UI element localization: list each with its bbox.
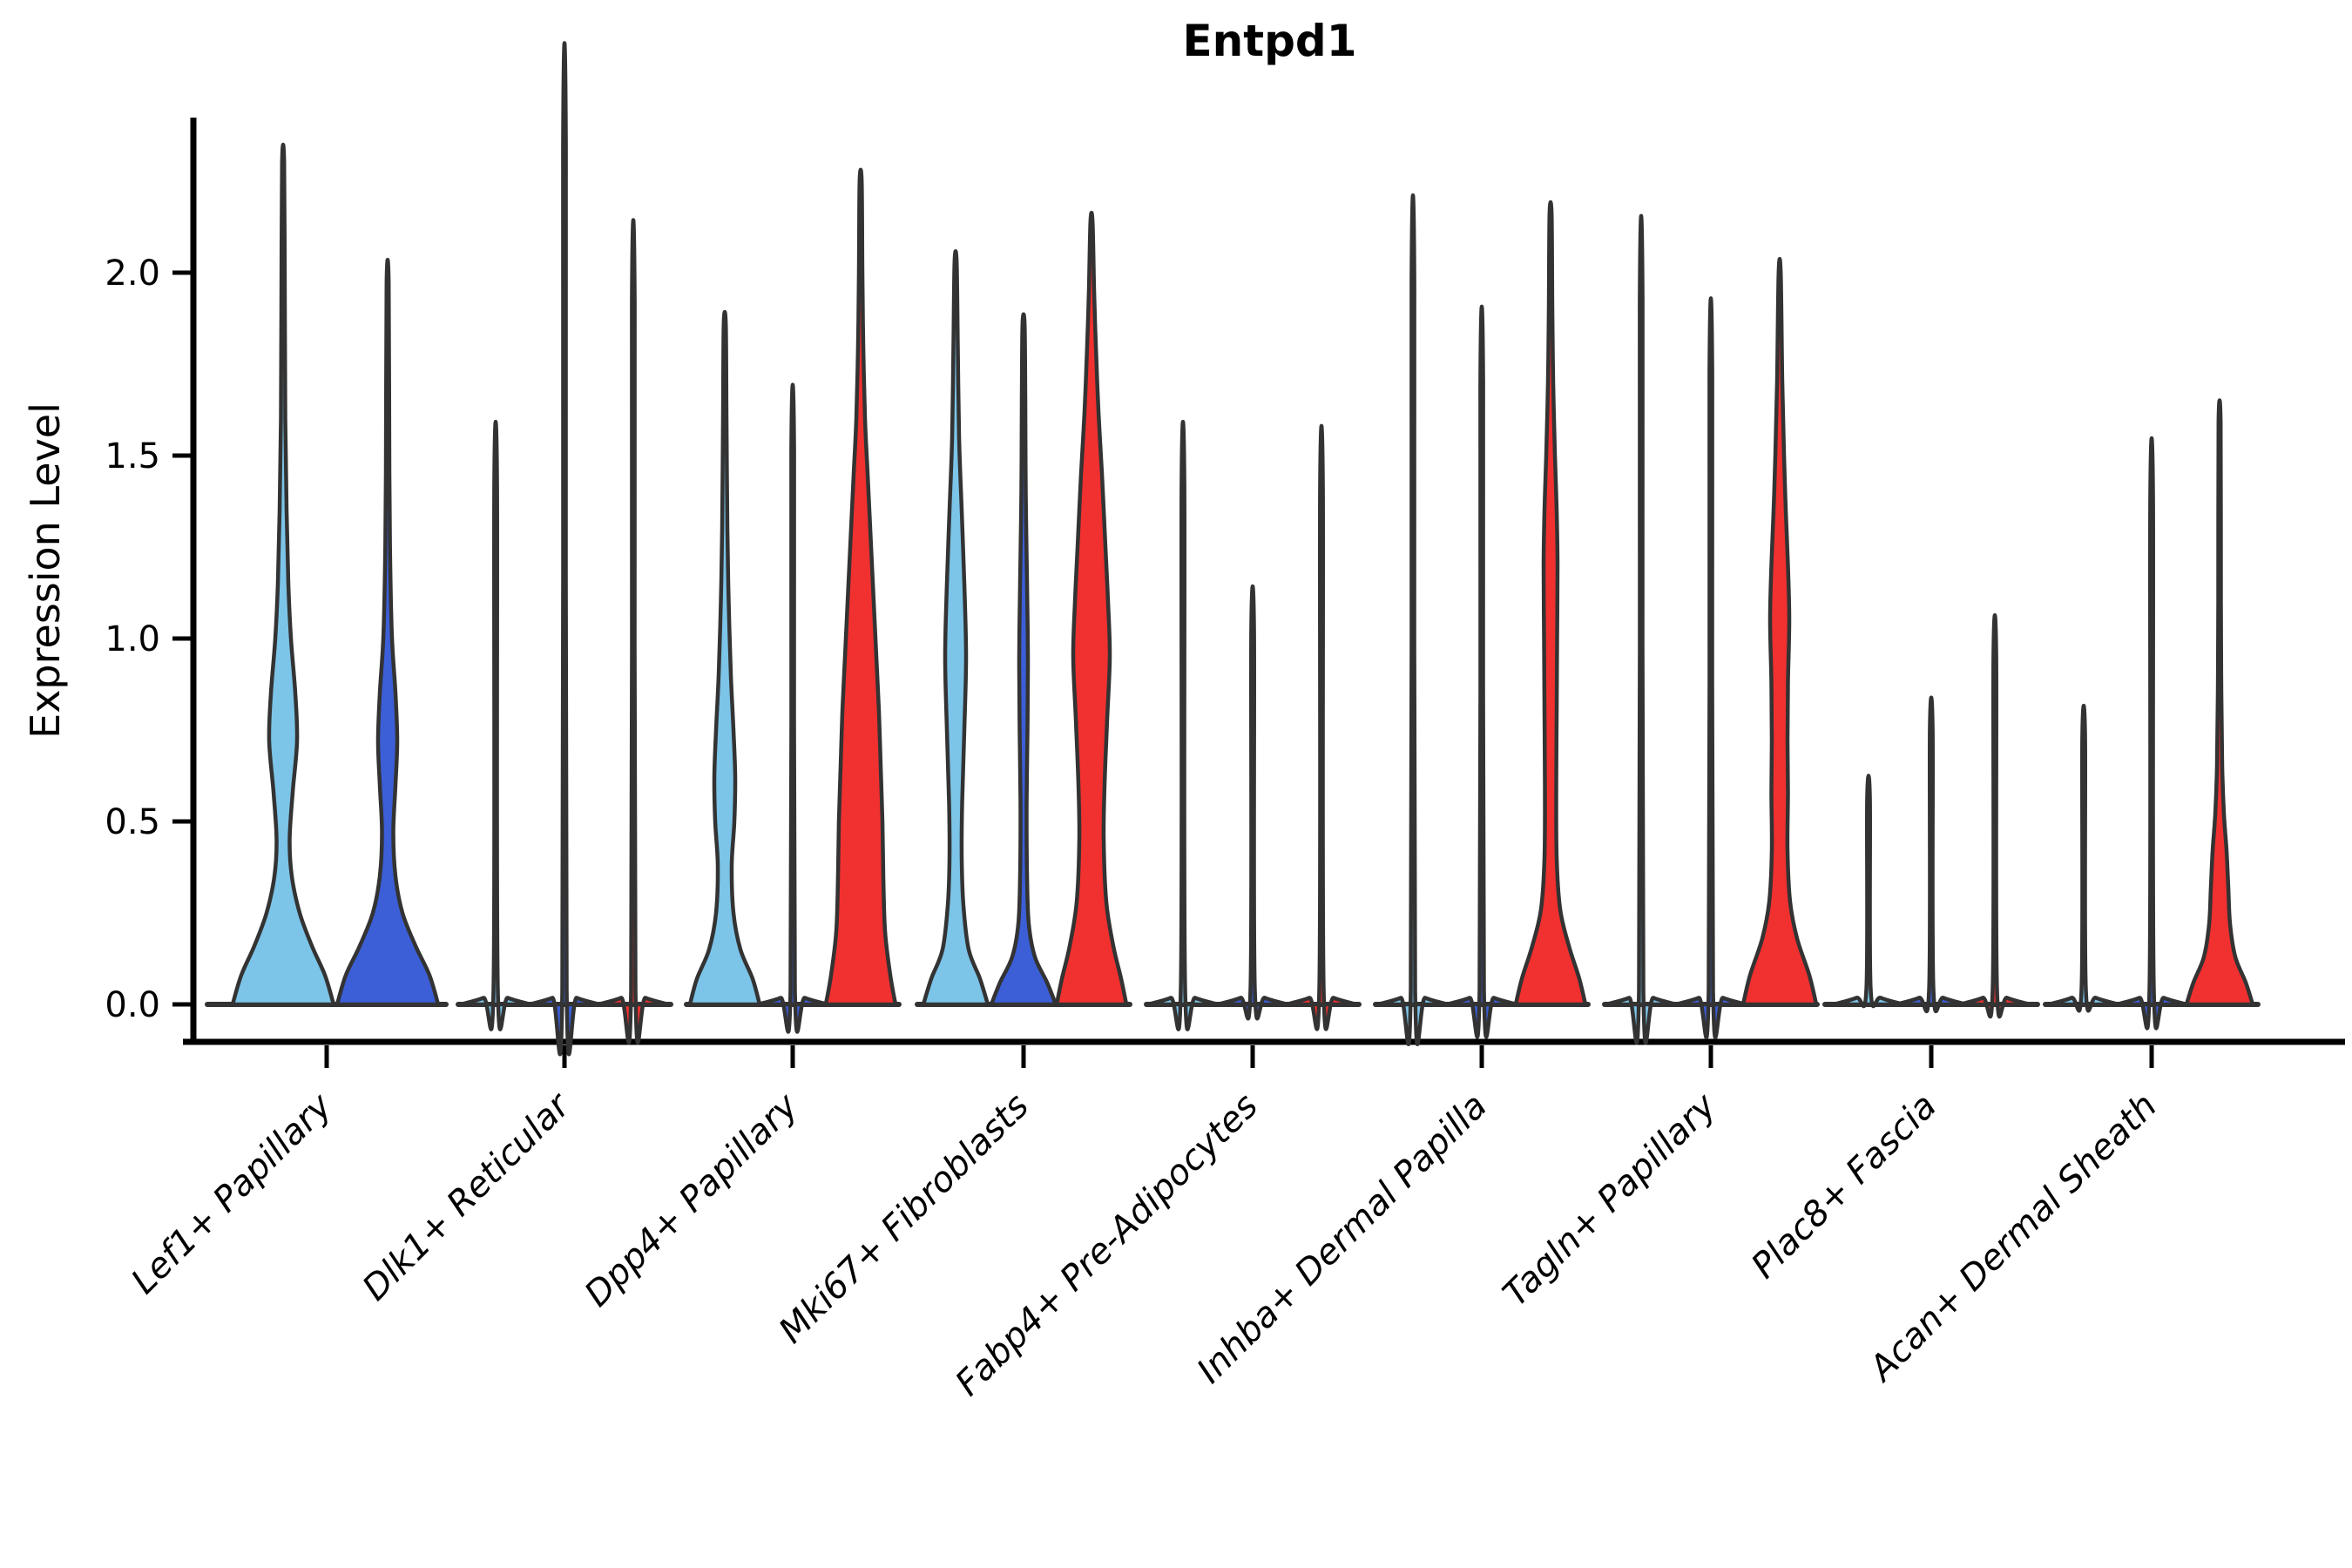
violin-dpp4-lightblue	[687, 309, 762, 1007]
violin-plac8-lightblue	[1831, 774, 1906, 1009]
violin-plac8-red	[1957, 612, 2032, 1019]
violin-dlk1-darkblue	[527, 41, 602, 1057]
violins	[230, 41, 2255, 1057]
x-tick-label: Lef1+ Papillary	[124, 1085, 341, 1302]
violin-mki67-darkblue	[989, 312, 1058, 1007]
y-tick-label: 1.5	[105, 436, 160, 476]
violin-tagln-lightblue	[1604, 213, 1679, 1045]
chart-title: Entpd1	[1182, 16, 1357, 66]
y-tick-labels: 0.0 0.5 1.0 1.5 2.0	[105, 253, 160, 1025]
axes	[172, 118, 2345, 1068]
violin-fabp4-red	[1284, 423, 1359, 1031]
violin-dpp4-darkblue	[755, 382, 830, 1034]
violin-inhba-red	[1513, 199, 1588, 1007]
violin-dlk1-red	[596, 218, 671, 1045]
violin-inhba-lightblue	[1375, 193, 1450, 1046]
y-tick-label: 0.0	[105, 985, 160, 1025]
violin-acan-darkblue	[2114, 436, 2189, 1031]
violin-dlk1-lightblue	[458, 419, 533, 1031]
violin-lef1-darkblue	[335, 258, 441, 1007]
violin-acan-red	[2184, 398, 2255, 1007]
violin-plac8-darkblue	[1894, 695, 1969, 1014]
y-tick-label: 0.5	[105, 802, 160, 842]
violin-tagln-red	[1740, 257, 1819, 1007]
y-axis-label: Expression Level	[22, 402, 69, 739]
violin-tagln-darkblue	[1673, 296, 1748, 1039]
x-tick-label: Plac8+ Fascia	[1744, 1086, 1944, 1287]
violin-fabp4-darkblue	[1215, 584, 1290, 1021]
violin-acan-lightblue	[2046, 703, 2121, 1013]
violin-mki67-lightblue	[921, 249, 990, 1007]
x-tick-label: Dlk1+ Reticular	[355, 1085, 579, 1308]
x-tick-label: Tagln+ Papillary	[1496, 1085, 1725, 1315]
violin-mki67-red	[1054, 210, 1129, 1007]
x-tick-labels: Lef1+ Papillary Dlk1+ Reticular Dpp4+ Papi…	[124, 1085, 2165, 1404]
x-tick-label: Mki67+ Fibroblasts	[771, 1086, 1037, 1352]
violin-lef1-lightblue	[230, 142, 336, 1007]
violin-fabp4-lightblue	[1146, 419, 1220, 1031]
y-tick-label: 1.0	[105, 619, 160, 659]
violin-inhba-darkblue	[1444, 304, 1519, 1039]
y-tick-label: 2.0	[105, 253, 160, 294]
x-tick-label: Dpp4+ Papillary	[578, 1085, 807, 1315]
violin-dpp4-red	[823, 167, 898, 1007]
